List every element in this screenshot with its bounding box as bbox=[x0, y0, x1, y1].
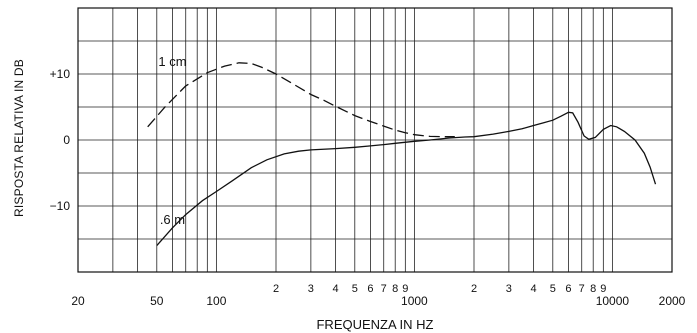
x-minor-tick-label: 3 bbox=[506, 283, 512, 295]
x-minor-tick-label: 5 bbox=[352, 283, 358, 295]
plot-frame bbox=[77, 7, 673, 273]
x-minor-tick-label: 8 bbox=[590, 283, 596, 295]
x-minor-tick-label: 4 bbox=[531, 283, 537, 295]
x-minor-tick-label: 7 bbox=[381, 283, 387, 295]
series-annotation: 1 cm bbox=[158, 54, 186, 69]
series-line bbox=[156, 111, 657, 247]
y-axis-label: RISPOSTA RELATIVA IN DB bbox=[12, 59, 26, 217]
y-tick-label: 0 bbox=[63, 133, 70, 147]
x-minor-tick-label: 5 bbox=[550, 283, 556, 295]
y-tick-label: +10 bbox=[50, 67, 71, 81]
x-tick-label: 20 bbox=[71, 294, 85, 308]
x-minor-tick-label: 9 bbox=[600, 283, 606, 295]
x-minor-tick-label: 6 bbox=[565, 283, 571, 295]
x-tick-label: 100 bbox=[206, 294, 226, 308]
x-tick-label: 1000 bbox=[401, 294, 428, 308]
x-axis-label: FREQUENZA IN HZ bbox=[316, 317, 433, 332]
series-line bbox=[147, 62, 455, 138]
x-minor-tick-label: 4 bbox=[333, 283, 339, 295]
x-minor-tick-label: 7 bbox=[579, 283, 585, 295]
annotation-layer: 1 cm .6 m bbox=[158, 54, 186, 227]
series-annotation: .6 m bbox=[160, 212, 185, 227]
x-minor-tick-label: 2 bbox=[471, 283, 477, 295]
x-minor-tick-label: 2 bbox=[273, 283, 279, 295]
x-tick-label: 50 bbox=[150, 294, 164, 308]
x-minor-tick-label: 9 bbox=[402, 283, 408, 295]
grid-layer bbox=[78, 8, 672, 272]
curve-layer bbox=[147, 62, 657, 247]
x-tick-label: 2000 bbox=[659, 294, 686, 308]
x-minor-tick-label: 3 bbox=[308, 283, 314, 295]
x-minor-tick-label: 8 bbox=[392, 283, 398, 295]
x-minor-tick-label: 6 bbox=[367, 283, 373, 295]
y-tick-label: −10 bbox=[50, 199, 71, 213]
x-tick-label: 10000 bbox=[596, 294, 630, 308]
